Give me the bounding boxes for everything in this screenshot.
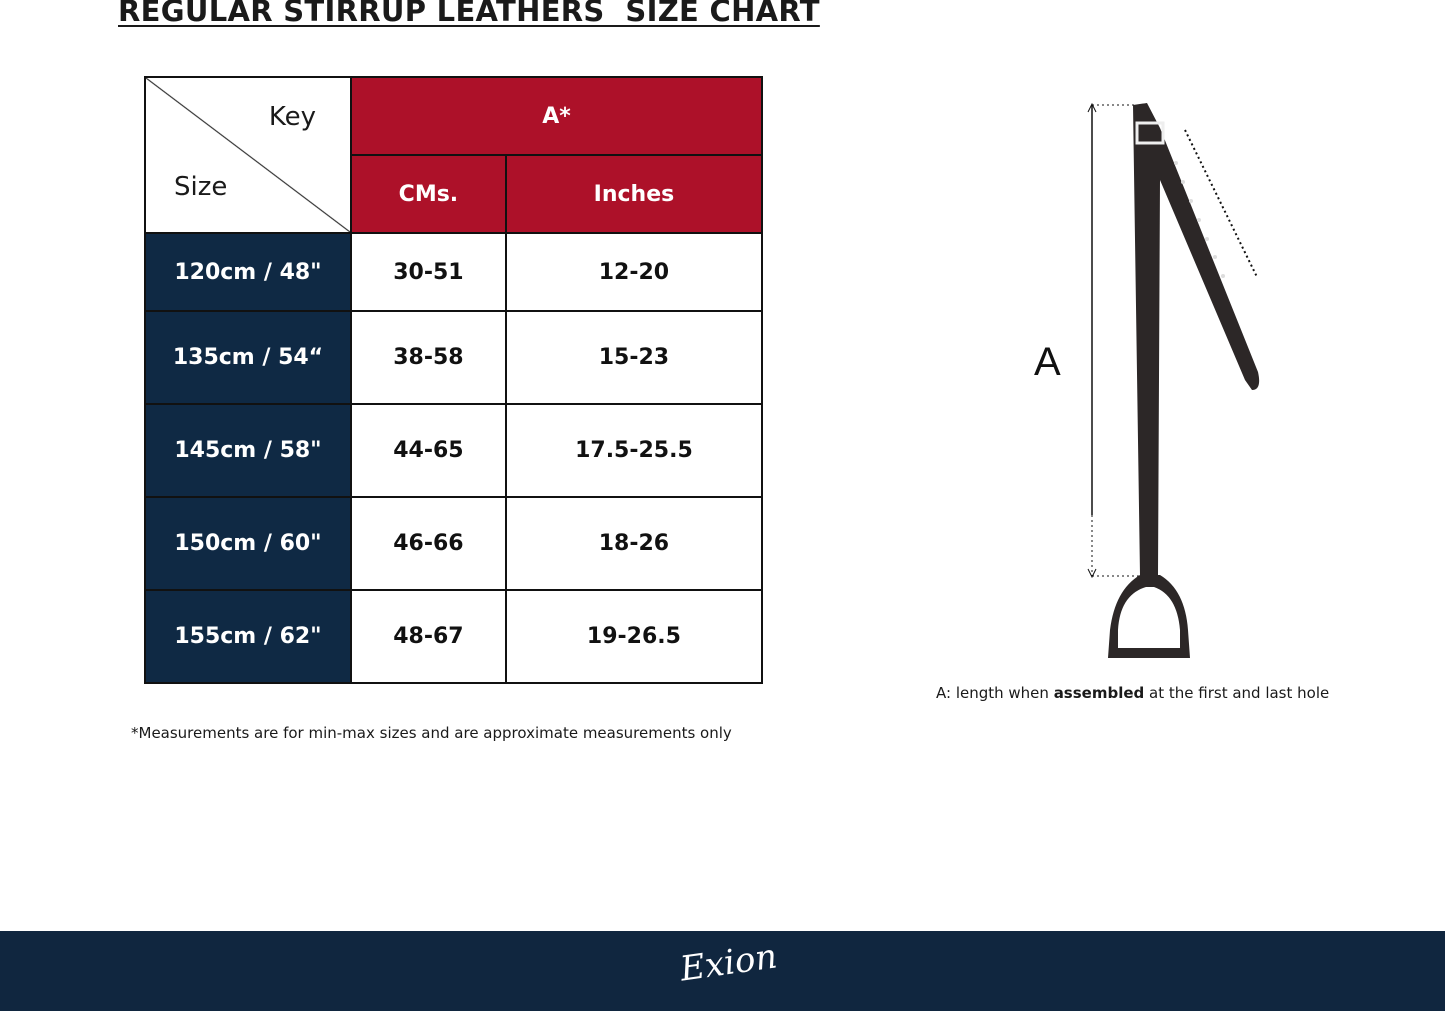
- inches-cell: 19-26.5: [504, 589, 764, 684]
- table-row: 145cm / 58" 44-65 17.5-25.5: [144, 403, 764, 498]
- size-label: Size: [174, 172, 228, 202]
- inches-cell: 15-23: [504, 310, 764, 405]
- adjustment-arrow: [1184, 129, 1258, 278]
- footer-bar: [0, 931, 1445, 1011]
- footnote: *Measurements are for min-max sizes and …: [131, 724, 732, 742]
- size-chart-table: Key Size A* CMs. Inches 120cm / 48" 30-51…: [144, 76, 764, 684]
- inches-cell: 17.5-25.5: [504, 403, 764, 498]
- key-label: Key: [268, 102, 316, 132]
- table-row: 155cm / 62" 48-67 19-26.5: [144, 589, 764, 684]
- cms-cell: 46-66: [350, 496, 507, 591]
- measurement-arrow: [1087, 102, 1140, 579]
- size-cell: 120cm / 48": [144, 232, 352, 312]
- size-cell: 150cm / 60": [144, 496, 352, 591]
- leather-strap-icon: [1133, 103, 1260, 575]
- size-cell: 135cm / 54“: [144, 310, 352, 405]
- inches-cell: 18-26: [504, 496, 764, 591]
- table-row: 150cm / 60" 46-66 18-26: [144, 496, 764, 591]
- size-cell: 155cm / 62": [144, 589, 352, 684]
- stirrup-leather-diagram: A: [1034, 102, 1260, 658]
- key-size-header: Key Size: [144, 76, 352, 234]
- table-row: 120cm / 48" 30-51 12-20: [144, 232, 764, 312]
- diagram-caption: A: length when assembled at the first an…: [936, 684, 1330, 702]
- stirrup-iron-icon: [1108, 575, 1190, 658]
- size-cell: 145cm / 58": [144, 403, 352, 498]
- dimension-label: A: [1034, 340, 1061, 384]
- inches-cell: 12-20: [504, 232, 764, 312]
- group-header: A*: [350, 76, 763, 156]
- column-header-inches: Inches: [504, 154, 764, 234]
- cms-cell: 48-67: [350, 589, 507, 684]
- table-row: 135cm / 54“ 38-58 15-23: [144, 310, 764, 405]
- column-header-cms: CMs.: [350, 154, 507, 234]
- cms-cell: 30-51: [350, 232, 507, 312]
- cms-cell: 44-65: [350, 403, 507, 498]
- page-title: REGULAR STIRRUP LEATHERS SIZE CHART: [118, 0, 820, 28]
- strap-holes: [1174, 161, 1225, 278]
- cms-cell: 38-58: [350, 310, 507, 405]
